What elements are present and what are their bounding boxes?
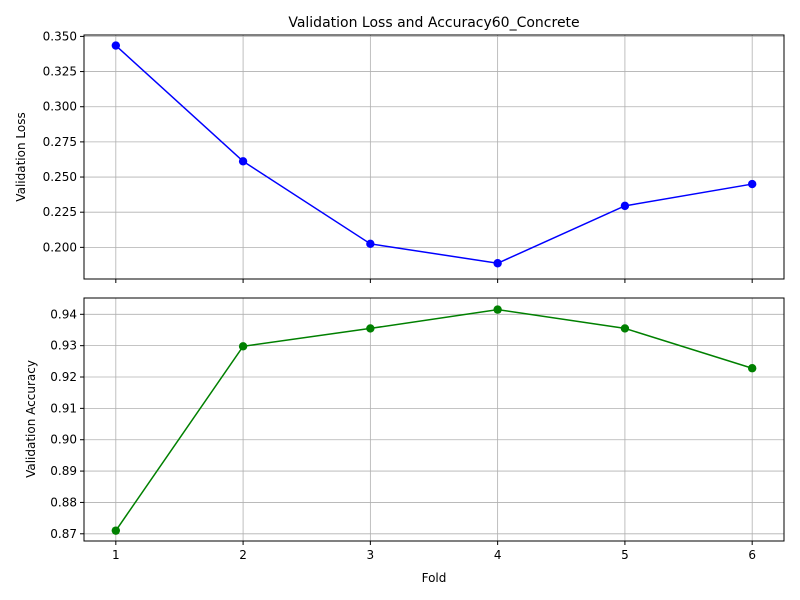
loss-axes-frame (83, 34, 785, 280)
chart-title: Validation Loss and Accuracy60_Concrete (288, 15, 579, 31)
accuracy-y-tick-label: 0.92 (50, 370, 77, 384)
loss-y-tick-label: 0.350 (43, 29, 77, 43)
accuracy-data-point (747, 364, 757, 373)
loss-y-tick-label: 0.225 (43, 205, 77, 219)
accuracy-y-tick-label: 0.91 (50, 401, 77, 415)
x-axis-title: Fold (422, 571, 447, 585)
accuracy-data-point (620, 324, 630, 333)
accuracy-y-tick-label: 0.90 (50, 433, 77, 447)
accuracy-y-tick-label: 0.88 (50, 495, 77, 509)
accuracy-axes-frame (83, 297, 785, 542)
loss-y-tick-label: 0.200 (43, 240, 77, 254)
accuracy-x-tick-label: 4 (494, 548, 502, 562)
accuracy-x-tick-label: 1 (112, 548, 120, 562)
accuracy-data-point (238, 342, 248, 351)
accuracy-series-line (115, 308, 753, 532)
loss-y-tick-label: 0.250 (43, 170, 77, 184)
loss-panel: 0.200 0.225 0.250 0.275 0.300 0.325 0.350 (43, 29, 785, 283)
loss-data-point (747, 179, 757, 189)
accuracy-y-tick-label: 0.87 (50, 527, 77, 541)
loss-y-tick-label: 0.325 (43, 65, 77, 79)
accuracy-data-point (111, 526, 121, 535)
loss-series-line (115, 44, 753, 265)
accuracy-data-point (366, 324, 375, 333)
loss-data-point (366, 239, 375, 249)
loss-y-axis-title: Validation Loss (14, 112, 28, 201)
loss-data-point (111, 41, 121, 50)
accuracy-y-tick-label: 0.94 (50, 307, 77, 321)
accuracy-panel: 0.87 0.88 0.89 0.90 0.91 0.92 0.93 0.94 1 2 3 4 5 6 (50, 297, 785, 562)
accuracy-data-point (493, 305, 502, 314)
loss-data-point (620, 201, 630, 211)
loss-y-tick-label: 0.300 (43, 100, 77, 114)
accuracy-x-tick-label: 3 (367, 548, 375, 562)
accuracy-x-tick-label: 6 (748, 548, 756, 562)
loss-data-point (238, 157, 248, 166)
accuracy-y-tick-label: 0.93 (50, 339, 77, 353)
accuracy-y-axis-title: Validation Accuracy (24, 360, 38, 478)
accuracy-x-tick-label: 2 (239, 548, 247, 562)
loss-y-tick-label: 0.275 (43, 135, 77, 149)
accuracy-y-tick-label: 0.89 (50, 464, 77, 478)
accuracy-x-tick-label: 5 (621, 548, 629, 562)
loss-data-point (493, 259, 502, 268)
